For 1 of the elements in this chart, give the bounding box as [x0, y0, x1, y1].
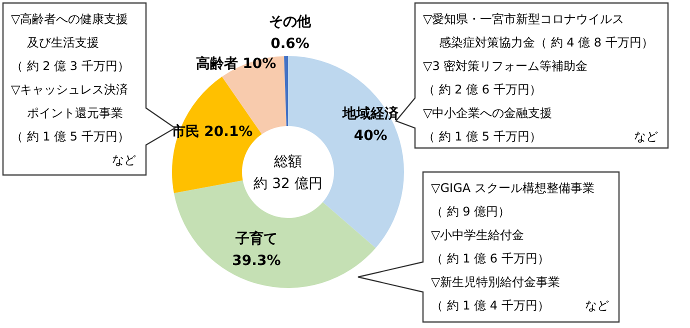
center-note: 総額 約 32 億円 — [254, 154, 322, 192]
